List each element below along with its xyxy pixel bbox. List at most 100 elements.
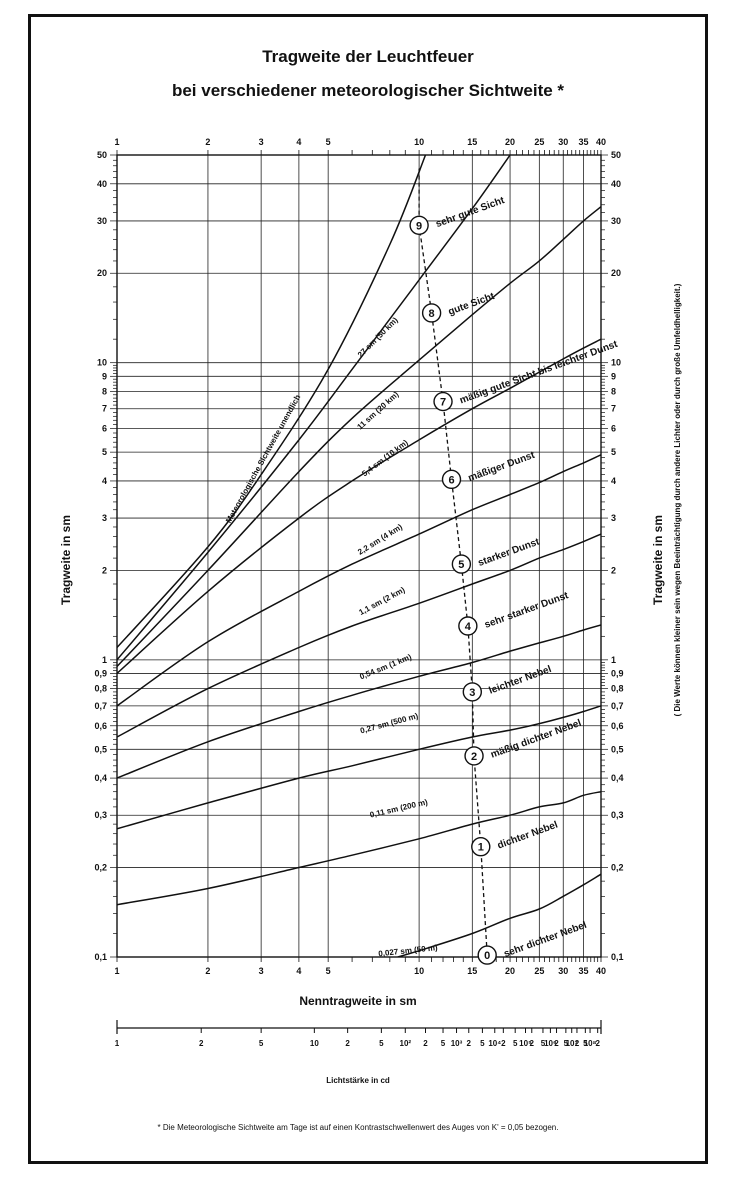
condition-number-8: 8: [429, 308, 435, 320]
lichtstaerke-tick-label: 1: [115, 1039, 120, 1048]
y-tick-label-left: 10: [97, 358, 107, 368]
lichtstaerke-tick-label: 2: [530, 1039, 535, 1048]
lichtstaerke-tick-label: 5: [541, 1039, 546, 1048]
y-tick-label-left: 0,1: [94, 952, 107, 962]
lichtstaerke-tick-label: 10²: [400, 1039, 412, 1048]
series-line-2: [117, 206, 601, 668]
y-tick-label-left: 40: [97, 179, 107, 189]
y-tick-label-left: 5: [102, 447, 107, 457]
right-note: ( Die Werte können kleiner sein wegen Be…: [673, 283, 682, 716]
lichtstaerke-tick-label: 10: [310, 1039, 319, 1048]
series-line-3: [117, 338, 601, 674]
y-tick-label-right: 0,7: [611, 701, 624, 711]
condition-label-4: sehr starker Dunst: [483, 590, 570, 631]
y-tick-label-right: 0,4: [611, 773, 624, 783]
lichtstaerke-tick-label: 2: [595, 1039, 600, 1048]
y-tick-label-right: 50: [611, 150, 621, 160]
x-tick-label-top: 2: [205, 137, 210, 147]
y-tick-label-left: 0,9: [94, 668, 107, 678]
chart-subtitle: bei verschiedener meteorologischer Sicht…: [172, 81, 564, 100]
y-tick-label-right: 0,2: [611, 863, 624, 873]
y-tick-label-left: 9: [102, 371, 107, 381]
series-line-6: [117, 624, 601, 779]
axis-ticks: 112233445510101515202025253030353540400,…: [94, 137, 623, 976]
x-tick-label-top: 5: [326, 137, 331, 147]
y-tick-label-left: 8: [102, 386, 107, 396]
series-line-8: [117, 790, 601, 906]
lichtstaerke-tick-label: 5: [259, 1039, 264, 1048]
y-tick-label-right: 10: [611, 358, 621, 368]
y-axis-label-left: Tragweite in sm: [59, 515, 73, 605]
curve-label-0: Meteorologische Sichtweite unendlich: [224, 393, 302, 525]
condition-number-0: 0: [484, 950, 490, 962]
curve-label-9: 0,027 sm (50 m): [378, 943, 439, 958]
curve-label-1: 27 sm (50 km): [356, 315, 400, 359]
y-tick-label-right: 20: [611, 268, 621, 278]
x-tick-label-top: 25: [534, 137, 544, 147]
y-tick-label-right: 1: [611, 655, 616, 665]
y-tick-label-left: 0,5: [94, 744, 107, 754]
y-tick-label-right: 5: [611, 447, 616, 457]
curve-label-5: 1,1 sm (2 km): [357, 585, 406, 617]
x-tick-label-top: 15: [467, 137, 477, 147]
x-tick-label-bottom: 25: [534, 966, 544, 976]
condition-marker-1: [471, 837, 491, 857]
y-tick-label-left: 3: [102, 513, 107, 523]
curve-label-7: 0,27 sm (500 m): [359, 711, 419, 735]
y-tick-label-left: 0,7: [94, 701, 107, 711]
chart-title: Tragweite der Leuchtfeuer: [262, 47, 474, 66]
y-tick-label-left: 0,3: [94, 810, 107, 820]
condition-number-5: 5: [458, 559, 464, 571]
y-tick-label-left: 2: [102, 565, 107, 575]
condition-number-6: 6: [448, 474, 454, 486]
series-line-7: [117, 705, 601, 830]
y-tick-label-right: 0,3: [611, 810, 624, 820]
x-tick-label-top: 35: [578, 137, 588, 147]
lichtstaerke-tick-label: 5: [513, 1039, 518, 1048]
x-tick-label-bottom: 1: [114, 966, 119, 976]
condition-label-3: leichter Nebel: [488, 664, 554, 697]
x-tick-label-bottom: 3: [259, 966, 264, 976]
x-tick-label-bottom: 10: [414, 966, 424, 976]
x-tick-label-top: 4: [296, 137, 301, 147]
condition-number-1: 1: [478, 842, 484, 854]
lichtstaerke-tick-label: 5: [583, 1039, 588, 1048]
condition-marker-9: [409, 215, 429, 235]
y-tick-label-left: 7: [102, 404, 107, 414]
series-line-1: [117, 155, 511, 661]
x-tick-label-bottom: 40: [596, 966, 606, 976]
y-tick-label-left: 20: [97, 268, 107, 278]
y-tick-label-right: 8: [611, 386, 616, 396]
condition-marker-7: [433, 391, 453, 412]
condition-number-7: 7: [440, 397, 446, 409]
condition-marker-3: [462, 682, 483, 702]
y-tick-label-right: 0,9: [611, 668, 624, 678]
condition-label-1: dichter Nebel: [496, 819, 559, 851]
condition-label-8: gute Sicht: [447, 291, 497, 318]
x-tick-label-bottom: 15: [467, 966, 477, 976]
condition-marker-6: [441, 469, 462, 490]
lichtstaerke-tick-label: 5: [564, 1039, 569, 1048]
y-tick-label-right: 4: [611, 476, 616, 486]
lichtstaerke-tick-label: 2: [199, 1039, 204, 1048]
lichtstaerke-tick-label: 10⁸: [584, 1039, 597, 1048]
condition-marker-4: [458, 616, 478, 636]
lichtstaerke-tick-label: 10⁵: [519, 1039, 532, 1048]
x-tick-label-bottom: 20: [505, 966, 515, 976]
condition-label-5: starker Dunst: [477, 536, 542, 569]
lichtstaerke-tick-label: 2: [501, 1039, 506, 1048]
y-tick-label-right: 0,5: [611, 744, 624, 754]
condition-number-9: 9: [416, 220, 422, 232]
condition-label-0: sehr dichter Nebel: [502, 920, 588, 960]
condition-marker-5: [451, 554, 472, 574]
x-tick-label-bottom: 35: [578, 966, 588, 976]
x-tick-label-bottom: 4: [296, 966, 301, 976]
y-tick-label-right: 2: [611, 565, 616, 575]
lichtstaerke-tick-label: 5: [379, 1039, 384, 1048]
lichtstaerke-tick-label: 10³: [451, 1039, 463, 1048]
condition-guide-line: [418, 168, 488, 956]
x-tick-label-bottom: 30: [558, 966, 568, 976]
condition-marker-2: [464, 746, 484, 766]
